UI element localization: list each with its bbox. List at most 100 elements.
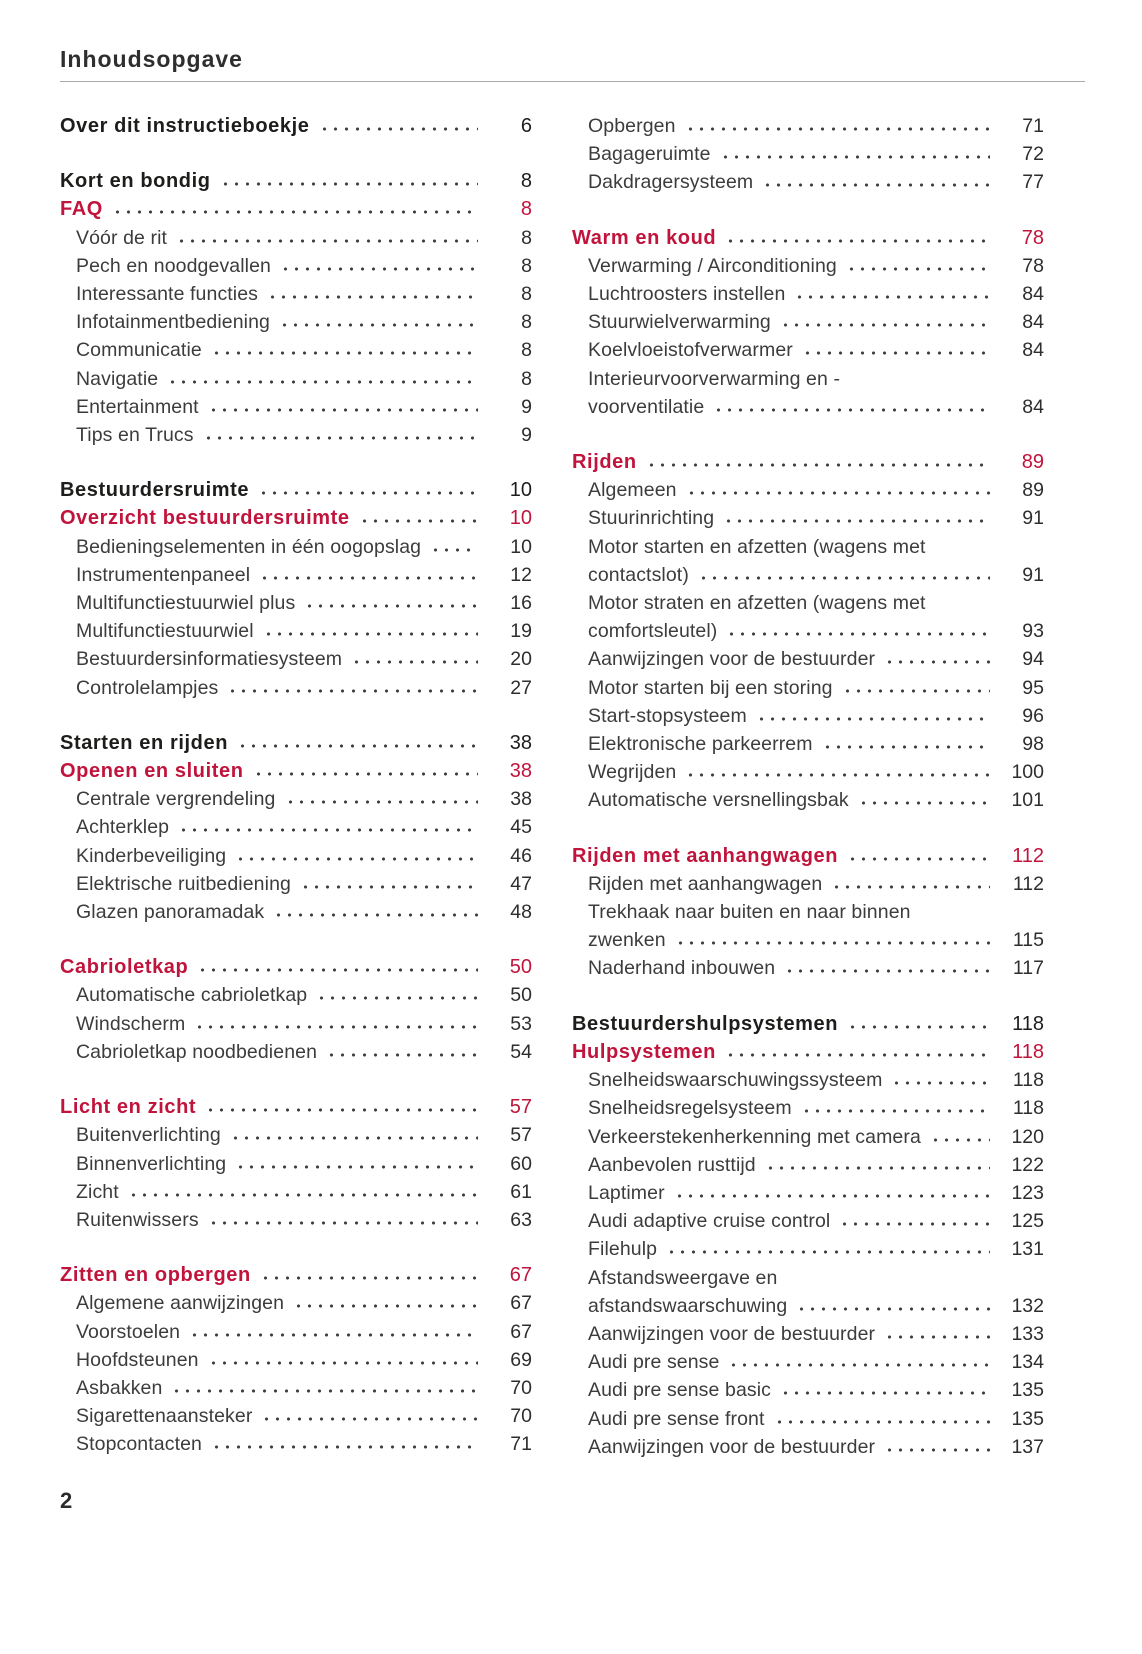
toc-entry: Hoofdsteunen 69 bbox=[60, 1346, 532, 1374]
dot-leader bbox=[187, 1331, 478, 1338]
toc-entry-page: 118 bbox=[1012, 1040, 1044, 1063]
toc-entry-page: 27 bbox=[510, 676, 532, 699]
toc-entry-label: Voorstoelen bbox=[76, 1320, 181, 1343]
dot-leader bbox=[257, 574, 478, 581]
toc-entry-label: Over dit instructieboekje bbox=[60, 115, 310, 137]
toc-entry: Algemeen 89 bbox=[572, 476, 1044, 504]
toc-entry-page: 8 bbox=[520, 198, 532, 221]
toc-entry: Bagageruimte 72 bbox=[572, 140, 1044, 168]
dot-leader bbox=[225, 687, 478, 694]
toc-entry: Entertainment 9 bbox=[60, 393, 532, 421]
dot-leader bbox=[349, 659, 478, 666]
toc-entry-page: 96 bbox=[1022, 704, 1044, 727]
toc-entry: Buitenverlichting 57 bbox=[60, 1121, 532, 1149]
dot-leader bbox=[695, 574, 990, 581]
toc-entry: Instrumentenpaneel 12 bbox=[60, 561, 532, 589]
dot-leader bbox=[794, 1305, 990, 1312]
toc-entry-page: 77 bbox=[1022, 171, 1044, 194]
toc-entry-page: 12 bbox=[510, 563, 532, 586]
toc-entry-label: Snelheidsregelsysteem bbox=[588, 1097, 792, 1120]
toc-entry: Warm en koud 78 bbox=[572, 224, 1044, 252]
dot-leader bbox=[356, 518, 478, 525]
toc-entry-label: Navigatie bbox=[76, 367, 159, 390]
toc-entry-label: Opbergen bbox=[588, 115, 676, 137]
toc-entry-label: Binnenverlichting bbox=[76, 1152, 227, 1175]
toc-entry: Start-stopsysteem 96 bbox=[572, 702, 1044, 730]
dot-leader bbox=[683, 490, 990, 497]
toc-entry-page: 71 bbox=[1022, 115, 1044, 137]
toc-entry: Cabrioletkap 50 bbox=[60, 953, 532, 981]
toc-entry-label: Rijden met aanhangwagen bbox=[572, 844, 839, 867]
toc-entry-label: Stuurinrichting bbox=[588, 507, 715, 530]
toc-entry-label: Cabrioletkap noodbedienen bbox=[76, 1040, 318, 1063]
toc-entry-label: Multifunctiestuurwiel bbox=[76, 620, 254, 643]
toc-entry-page: 8 bbox=[521, 254, 532, 277]
toc-entry: Bestuurdershulpsystemen 118 bbox=[572, 1010, 1044, 1038]
dot-leader bbox=[839, 687, 990, 694]
dot-leader bbox=[192, 1023, 478, 1030]
toc-entry: Aanwijzingen voor de bestuurder 137 bbox=[572, 1433, 1044, 1461]
toc-entry: Audi pre sense basic 135 bbox=[572, 1376, 1044, 1404]
toc-entry-page: 132 bbox=[1011, 1294, 1044, 1317]
toc-entry: Vóór de rit 8 bbox=[60, 224, 532, 252]
toc-entry: Luchtroosters instellen 84 bbox=[572, 280, 1044, 308]
toc-entry-label: Centrale vergrendeling bbox=[76, 788, 276, 811]
toc-entry: Trekhaak naar buiten en naar binnen bbox=[572, 898, 1044, 926]
toc-entry-label: Interieurvoorverwarming en - bbox=[588, 367, 841, 390]
toc-entry-page: 38 bbox=[510, 788, 532, 811]
toc-entry: Navigatie 8 bbox=[60, 365, 532, 393]
dot-leader bbox=[428, 546, 478, 553]
toc-entry-label: Elektronische parkeerrem bbox=[588, 733, 813, 756]
toc-entry-page: 89 bbox=[1021, 451, 1044, 474]
toc-entry: Automatische cabrioletkap 50 bbox=[60, 981, 532, 1009]
toc-entry: Algemene aanwijzingen 67 bbox=[60, 1289, 532, 1317]
toc-entry-label: Sigarettenaansteker bbox=[76, 1405, 253, 1428]
toc-entry-page: 84 bbox=[1022, 395, 1044, 418]
dot-leader bbox=[278, 265, 478, 272]
toc-entry: Overzicht bestuurdersruimte 10 bbox=[60, 504, 532, 532]
toc-entry-label: Filehulp bbox=[588, 1238, 658, 1261]
toc-entry-page: 112 bbox=[1012, 844, 1044, 867]
dot-leader bbox=[722, 1051, 990, 1058]
toc-entry-page: 6 bbox=[520, 115, 532, 137]
toc-entry-label: Communicatie bbox=[76, 339, 202, 362]
dot-leader bbox=[217, 181, 478, 188]
toc-entry-page: 60 bbox=[510, 1152, 532, 1175]
dot-leader bbox=[711, 406, 990, 413]
toc-entry: Laptimer 123 bbox=[572, 1179, 1044, 1207]
toc-entry: Rijden met aanhangwagen 112 bbox=[572, 870, 1044, 898]
toc-entry-label: Elektrische ruitbediening bbox=[76, 872, 291, 895]
dot-leader bbox=[855, 800, 990, 807]
toc-entry-page: 84 bbox=[1022, 339, 1044, 362]
toc-entry-label: Start-stopsysteem bbox=[588, 704, 747, 727]
toc-entry-label: zwenken bbox=[588, 929, 666, 952]
toc-entry: Wegrijden 100 bbox=[572, 758, 1044, 786]
toc-entry-page: 9 bbox=[521, 395, 532, 418]
dot-leader bbox=[799, 350, 990, 357]
toc-entry: Bestuurdersinformatiesysteem 20 bbox=[60, 645, 532, 673]
page-title: Inhoudsopgave bbox=[60, 46, 243, 72]
dot-leader bbox=[277, 322, 478, 329]
toc-entry-label: Kinderbeveiliging bbox=[76, 844, 227, 867]
toc-entry-page: 118 bbox=[1012, 1012, 1044, 1035]
dot-leader bbox=[203, 1107, 478, 1114]
toc-entry-label: Openen en sluiten bbox=[60, 760, 244, 783]
toc-entry: Communicatie 8 bbox=[60, 336, 532, 364]
toc-entry: Interessante functies 8 bbox=[60, 280, 532, 308]
toc-entry: Snelheidswaarschuwingssysteem 118 bbox=[572, 1066, 1044, 1094]
dot-leader bbox=[227, 1135, 478, 1142]
dot-leader bbox=[798, 1108, 990, 1115]
toc-entry-page: 84 bbox=[1022, 283, 1044, 306]
toc-entry: Koelvloeistofverwarmer 84 bbox=[572, 336, 1044, 364]
toc-entry-label: Dakdragersysteem bbox=[588, 171, 754, 194]
toc-entry: Rijden 89 bbox=[572, 448, 1044, 476]
toc-entry-label: Algemene aanwijzingen bbox=[76, 1292, 285, 1315]
toc-entry-label: Hoofdsteunen bbox=[76, 1348, 199, 1371]
toc-entry-page: 118 bbox=[1012, 1097, 1044, 1120]
toc-entry: Controlelampjes 27 bbox=[60, 674, 532, 702]
toc-entry: Multifunctiestuurwiel 19 bbox=[60, 617, 532, 645]
dot-leader bbox=[753, 715, 990, 722]
dot-leader bbox=[208, 1444, 478, 1451]
toc-entry-label: Audi pre sense basic bbox=[588, 1379, 772, 1402]
dot-leader bbox=[723, 237, 990, 244]
